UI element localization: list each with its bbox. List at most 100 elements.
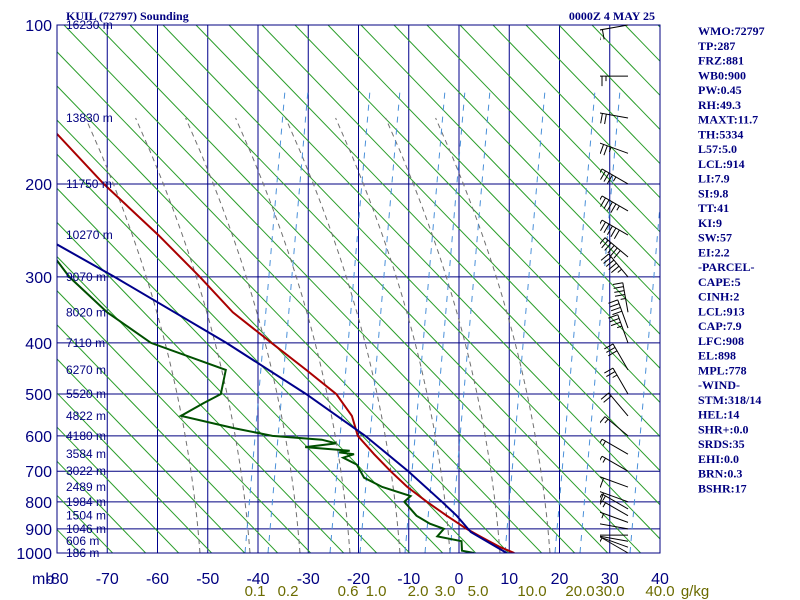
pressure-tick-label: 700 <box>25 464 52 481</box>
mixing-ratio-label: g/kg <box>681 583 709 600</box>
pressure-tick-label: 500 <box>25 387 52 404</box>
dry-adiabat-line <box>57 187 411 553</box>
pressure-tick-label: 600 <box>25 429 52 446</box>
wind-barb <box>600 535 629 542</box>
wind-barb <box>600 493 629 510</box>
chart-time: 0000Z 4 MAY 25 <box>569 9 655 23</box>
dry-adiabat-line <box>327 25 660 369</box>
dry-adiabat-line <box>96 25 609 553</box>
index-entry: FRZ:881 <box>698 54 744 68</box>
index-entry: CAP:7.9 <box>698 319 742 333</box>
temperature-tick-label: 40 <box>651 571 669 588</box>
height-label: 1984 m <box>66 495 106 509</box>
mixing-ratio-label: 3.0 <box>435 583 456 600</box>
index-entry: CAPE:5 <box>698 275 741 289</box>
plot-frame <box>56 24 661 554</box>
index-entry: TH:5334 <box>698 127 743 141</box>
dry-adiabat-line <box>57 426 180 553</box>
mixing-ratio-label: 10.0 <box>517 583 546 600</box>
temperature-tick-label: 30 <box>601 571 619 588</box>
dry-adiabat-line <box>57 324 279 553</box>
index-entry: MAXT:11.7 <box>698 113 758 127</box>
wind-barb <box>600 195 629 213</box>
temperature-tick-label: 20 <box>551 571 569 588</box>
mixing-ratio-line <box>329 89 371 553</box>
moist-adiabat-line <box>285 117 401 553</box>
mixing-ratio-line <box>579 89 621 553</box>
mixing-ratio-label: 2.0 <box>408 583 429 600</box>
temperature-tick-label: -80 <box>45 571 68 588</box>
dry-adiabat-line <box>393 25 660 301</box>
temperature-tick-label: -70 <box>96 571 119 588</box>
dry-adiabat-line <box>57 460 147 553</box>
index-entry: EI:2.2 <box>698 245 730 259</box>
index-entry: RH:49.3 <box>698 98 741 112</box>
wind-barb <box>600 455 629 472</box>
wind-barb <box>600 219 629 240</box>
pressure-tick-label: 200 <box>25 177 52 194</box>
index-entry: TP:287 <box>698 39 735 53</box>
wind-barb <box>600 537 629 554</box>
wind-barb <box>600 112 629 125</box>
wind-barb <box>600 392 629 417</box>
index-entry: BSHR:17 <box>698 481 747 495</box>
dry-adiabat-line <box>558 25 660 131</box>
mixing-ratio-label: 0.1 <box>245 583 266 600</box>
temperature-tick-label: 10 <box>500 571 518 588</box>
index-entry: -WIND- <box>698 378 740 392</box>
pressure-tick-label: 100 <box>25 18 52 35</box>
temperature-tick-label: 0 <box>455 571 464 588</box>
wind-barb <box>608 299 629 329</box>
sounding-traces <box>57 132 515 553</box>
temperature-tick-label: -10 <box>397 571 420 588</box>
mixing-ratio-line <box>404 89 446 553</box>
mixing-ratio-label: 0.2 <box>278 583 299 600</box>
index-entry: SW:57 <box>698 231 732 245</box>
index-entry: BRN:0.3 <box>698 467 742 481</box>
index-entry: CINH:2 <box>698 290 739 304</box>
index-entry: -PARCEL- <box>698 260 754 274</box>
dry-adiabat-line <box>57 255 345 553</box>
height-label: 2489 m <box>66 480 106 494</box>
wind-barbs <box>600 24 629 554</box>
wind-barb <box>600 438 629 455</box>
temperature-tick-label: -60 <box>146 571 169 588</box>
dry-adiabat-line <box>129 25 642 553</box>
dry-adiabat-line <box>63 25 576 553</box>
index-entry: PW:0.45 <box>698 83 742 97</box>
height-label: 16230 m <box>66 18 113 32</box>
mixing-ratio-label: 0.6 <box>338 583 359 600</box>
index-entry: STM:318/14 <box>698 393 761 407</box>
mixing-ratio-line <box>504 89 546 553</box>
index-entry: HEL:14 <box>698 408 739 422</box>
mixing-ratio-line <box>554 89 596 553</box>
wind-barb <box>600 253 629 278</box>
height-label: 13830 m <box>66 111 113 125</box>
height-label: 4822 m <box>66 409 106 423</box>
dry-adiabat-line <box>57 290 312 553</box>
mixing-ratio-line <box>359 89 401 553</box>
pressure-tick-label: 1000 <box>16 546 52 563</box>
dry-adiabat-line <box>57 221 378 553</box>
wind-barb <box>604 343 629 371</box>
height-label: 9070 m <box>66 270 106 284</box>
index-entry: MPL:778 <box>698 363 747 377</box>
index-entry: L57:5.0 <box>698 142 737 156</box>
dry-adiabat-line <box>162 25 660 540</box>
dry-adiabat-line <box>57 51 543 553</box>
moist-adiabat-line <box>435 117 551 553</box>
wind-barb <box>600 237 629 259</box>
height-label: 10270 m <box>66 228 113 242</box>
pressure-tick-label: 400 <box>25 336 52 353</box>
height-label: 186 m <box>66 546 99 560</box>
height-label: 5520 m <box>66 387 106 401</box>
moist-adiabat-line <box>85 117 201 553</box>
pressure-tick-label: 900 <box>25 522 52 539</box>
temperature-tick-label: -40 <box>246 571 269 588</box>
mixing-ratio-line <box>244 89 286 553</box>
mixing-ratio-line <box>449 89 491 553</box>
index-entry: LCL:914 <box>698 157 745 171</box>
dry-adiabat-line <box>0 25 33 573</box>
height-label: 1046 m <box>66 522 106 536</box>
